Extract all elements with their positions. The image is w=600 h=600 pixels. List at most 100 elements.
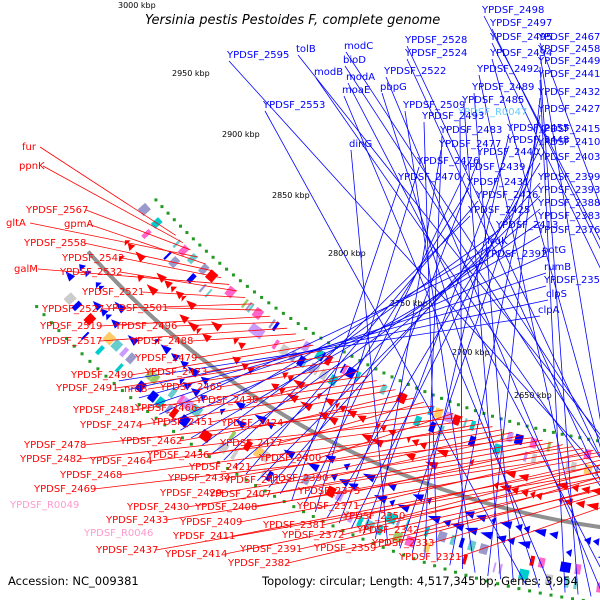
leader-line: [148, 272, 547, 407]
gene-label-forward: YPDSF_2509: [402, 100, 465, 111]
leader-line: [149, 419, 473, 462]
guide-dot: [517, 587, 521, 591]
leader-line: [431, 493, 600, 544]
leader-line: [381, 92, 540, 588]
guide-dot: [207, 455, 211, 459]
guide-dot: [172, 218, 176, 222]
reverse-feature: [530, 490, 536, 499]
guide-dot: [129, 396, 133, 400]
cog-feature-block: [80, 331, 90, 341]
gene-label-reverse: YPDSF_2382: [227, 558, 290, 569]
gene-label-reverse: YPDSF_2400: [258, 453, 321, 464]
gene-label-reverse: YPDSF_2451: [150, 417, 213, 428]
guide-dot: [569, 434, 573, 438]
gene-label-reverse: YPDSF_2421: [188, 462, 251, 473]
leader-line: [257, 195, 541, 482]
guide-dot: [311, 515, 315, 519]
reverse-feature: [581, 486, 591, 495]
gene-label-reverse: YPDSF_2409: [179, 517, 242, 528]
gene-label-forward: YPDSF_2439: [462, 162, 525, 173]
leader-line: [473, 92, 514, 583]
cog-feature-block: [144, 368, 156, 381]
gene-label-forward: YPDSF_2467: [537, 32, 600, 43]
forward-feature: [306, 462, 320, 473]
leader-line: [539, 54, 600, 421]
guide-dot: [104, 374, 108, 378]
guide-dot: [260, 295, 264, 299]
guide-dot: [245, 284, 249, 288]
cog-feature-block: [163, 251, 172, 260]
gene-label-forward: YPDSF_2483: [439, 125, 502, 136]
cog-feature-block: [94, 345, 105, 356]
guide-dot: [160, 205, 164, 209]
gene-label-reverse: YPDSF_2390: [265, 473, 328, 484]
forward-feature: [154, 338, 161, 345]
gene-label-reverse: YPDSF_2468: [59, 470, 122, 481]
forward-feature: [127, 334, 140, 346]
reverse-feature: [388, 429, 397, 437]
guide-dot: [180, 436, 184, 440]
guide-dot: [35, 305, 39, 309]
guide-dot: [231, 273, 235, 277]
leader-line: [101, 303, 254, 310]
gene-label-reverse: YPDSF_2473: [144, 367, 207, 378]
cog-feature-block: [546, 441, 552, 452]
leader-line: [165, 307, 262, 311]
leader-line: [539, 79, 566, 593]
tick-label: 2850 kbp: [272, 191, 310, 200]
reverse-feature: [571, 484, 580, 493]
guide-dot: [198, 243, 202, 247]
cog-feature-block: [354, 371, 362, 382]
gene-label-forward: YPDSF_2440: [476, 147, 539, 158]
cog-feature-block: [559, 561, 572, 573]
cog-feature-block: [114, 363, 124, 373]
gene-label-reverse: YPDSF_2437: [95, 545, 158, 556]
forward-feature: [111, 319, 121, 329]
gene-label-reverse: YPDSF_2490: [70, 370, 133, 381]
guide-dot: [538, 591, 542, 595]
gene-label-reverse: YPDSF_2521: [81, 287, 144, 298]
reverse-feature: [585, 502, 599, 511]
gene-label-forward: fruK: [487, 236, 508, 247]
guide-dot: [390, 375, 394, 379]
leader-line: [341, 470, 600, 536]
cog-feature-block: [164, 403, 174, 415]
gene-label-layer: YPDSF_2498 YPDSF_2497 YPDSF_2495YPDSF_2467…: [6, 5, 600, 569]
cog-feature-block: [412, 415, 423, 427]
gene-label-forward: YPDSF_2553: [262, 100, 325, 111]
gene-label-reverse: fur: [22, 142, 37, 153]
cog-feature-block: [404, 535, 417, 548]
leader-line: [338, 157, 480, 524]
cog-feature-block: [125, 352, 137, 365]
guide-dot: [464, 573, 468, 577]
guide-dot: [516, 422, 520, 426]
guide-dot: [244, 478, 248, 482]
guide-dot: [406, 382, 410, 386]
forward-feature: [532, 529, 547, 537]
cog-feature-block: [595, 465, 599, 477]
guide-dot: [381, 545, 385, 549]
reverse-feature: [187, 321, 200, 332]
gene-label-forward: rumB: [544, 262, 571, 273]
leader-line: [85, 209, 191, 251]
gene-label-reverse: YPDSF_2407: [208, 489, 271, 500]
leader-line: [345, 51, 600, 440]
gene-label-forward: YPDSF_R0047: [457, 107, 527, 118]
leader-line: [326, 162, 541, 518]
cog-feature-block: [478, 543, 490, 555]
cog-feature-block: [110, 338, 124, 352]
reverse-feature: [357, 415, 367, 423]
gene-label-forward: YPDSF_2425: [467, 205, 530, 216]
leader-line: [232, 465, 600, 537]
reverse-feature: [327, 417, 339, 426]
forward-feature: [170, 353, 181, 362]
gene-label-reverse: YPDSF_2491: [55, 383, 118, 394]
forward-feature: [79, 264, 87, 272]
guide-dot: [551, 430, 555, 434]
leader-line: [375, 149, 442, 539]
reverse-feature: [135, 251, 146, 263]
guide-dot: [581, 598, 585, 600]
cog-feature-block: [224, 285, 237, 299]
guide-dot: [534, 426, 538, 430]
guide-dot: [263, 489, 267, 493]
